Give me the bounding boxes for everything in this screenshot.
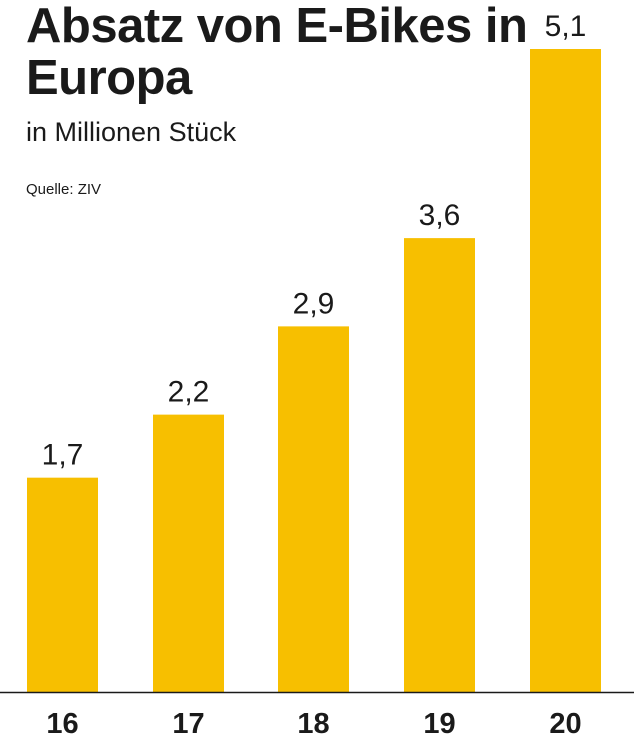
value-label-18: 2,9 bbox=[293, 287, 335, 320]
bar-18 bbox=[278, 326, 349, 692]
bars-group bbox=[27, 49, 601, 692]
value-labels-group: 1,7 2,2 2,9 3,6 5,1 bbox=[42, 10, 587, 472]
category-labels-group: 16 17 18 19 20 bbox=[46, 708, 581, 740]
bar-16 bbox=[27, 477, 98, 692]
bar-17 bbox=[153, 414, 224, 692]
bar-20 bbox=[530, 49, 601, 692]
value-label-17: 2,2 bbox=[168, 376, 210, 409]
category-label-17: 17 bbox=[172, 708, 204, 740]
bar-19 bbox=[404, 238, 475, 692]
category-label-20: 20 bbox=[549, 708, 581, 740]
category-label-16: 16 bbox=[46, 708, 78, 740]
category-label-18: 18 bbox=[297, 708, 329, 740]
source-note: Quelle: ZIV bbox=[26, 181, 102, 198]
chart-title: Absatz von E-Bikes in Europa bbox=[26, 0, 528, 105]
chart-subtitle: in Millionen Stück bbox=[26, 117, 237, 147]
category-label-19: 19 bbox=[423, 708, 455, 740]
value-label-19: 3,6 bbox=[419, 199, 461, 232]
value-label-16: 1,7 bbox=[42, 439, 84, 472]
value-label-20: 5,1 bbox=[545, 10, 587, 43]
